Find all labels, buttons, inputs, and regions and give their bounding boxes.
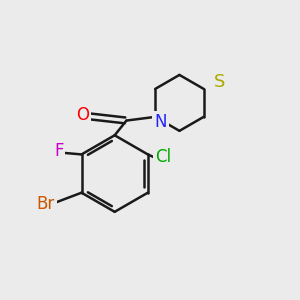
- Text: N: N: [154, 113, 167, 131]
- Text: S: S: [214, 73, 225, 91]
- Text: O: O: [76, 106, 89, 124]
- Text: Br: Br: [36, 196, 55, 214]
- Text: Br: Br: [36, 196, 55, 214]
- Text: S: S: [214, 73, 225, 91]
- Text: O: O: [76, 106, 89, 124]
- Text: Cl: Cl: [155, 148, 171, 166]
- Text: F: F: [54, 142, 64, 160]
- Text: F: F: [54, 142, 64, 160]
- Text: Cl: Cl: [155, 148, 171, 166]
- Text: N: N: [154, 113, 167, 131]
